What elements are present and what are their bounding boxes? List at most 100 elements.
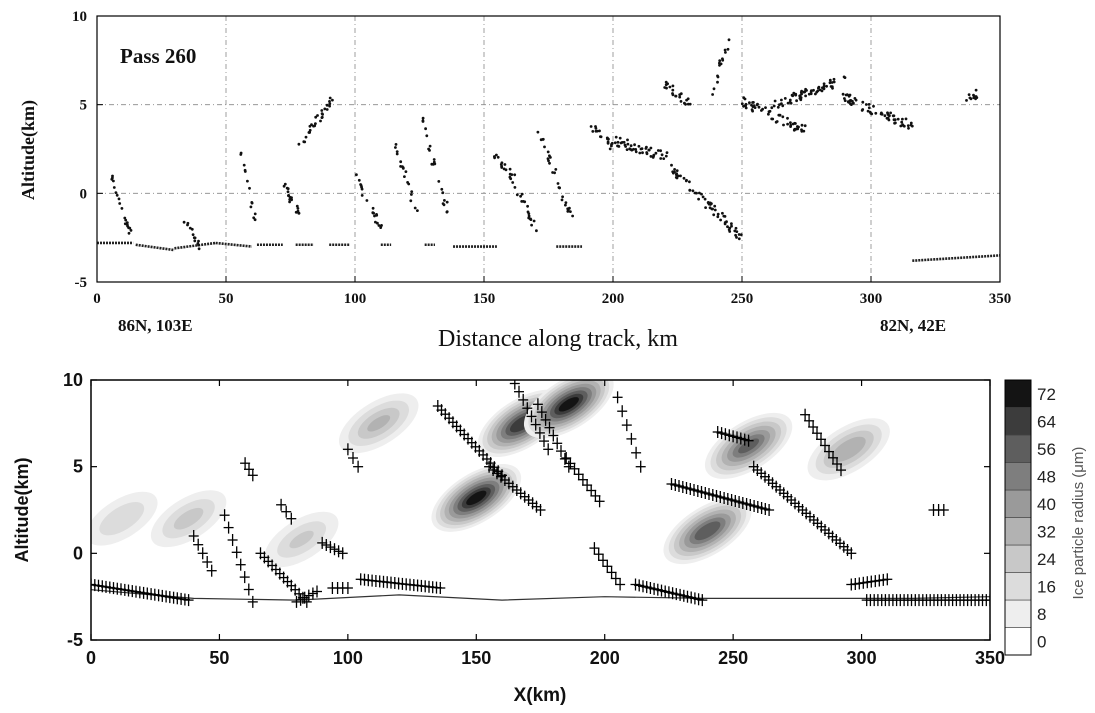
cloud-return-point (778, 103, 781, 107)
cloud-return-point (701, 195, 705, 199)
top-plot-area (97, 16, 1000, 282)
cloud-return-point (709, 203, 712, 206)
cloud-return-point (708, 206, 712, 210)
cloud-return-point (323, 107, 327, 111)
cloud-return-point (445, 210, 449, 214)
cloud-return-point (716, 75, 720, 79)
cloud-return-point (674, 176, 678, 179)
cloud-return-point (906, 124, 910, 127)
cloud-return-point (789, 123, 793, 127)
cloud-return-point (287, 194, 291, 197)
cloud-return-point (718, 61, 721, 65)
bottom-y-tick-label: -5 (67, 630, 83, 650)
cloud-return-point (629, 144, 633, 148)
cloud-return-point (527, 216, 531, 220)
cloud-return-point (425, 134, 429, 138)
cloud-return-point (569, 210, 572, 214)
cloud-return-point (290, 198, 293, 202)
cloud-return-point (395, 152, 399, 156)
cloud-return-point (744, 106, 748, 110)
cloud-return-point (360, 185, 363, 189)
cloud-return-point (788, 98, 792, 102)
cloud-return-point (664, 154, 668, 158)
cloud-return-point (750, 108, 754, 112)
cloud-return-point (546, 150, 550, 154)
cloud-return-point (129, 229, 133, 232)
top-x-tick-label: 300 (860, 291, 883, 307)
cloud-return-point (637, 144, 641, 148)
cloud-return-point (743, 97, 747, 101)
bottom-x-tick-label: 50 (209, 648, 229, 668)
cloud-return-point (703, 197, 707, 201)
top-surface-returns (97, 241, 1001, 263)
cloud-return-point (675, 169, 679, 173)
cloud-return-point (308, 124, 312, 128)
cloud-return-point (894, 121, 897, 125)
cloud-return-point (304, 135, 308, 139)
top-x-tick-label: 200 (602, 291, 625, 307)
cloud-return-point (645, 152, 649, 156)
cloud-return-point (511, 181, 515, 184)
cloud-return-point (972, 93, 975, 97)
cloud-return-point (595, 129, 599, 133)
cloud-return-point (713, 208, 717, 212)
cloud-return-point (500, 161, 504, 165)
cloud-return-point (843, 99, 847, 102)
cloud-return-point (508, 167, 512, 171)
bottom-y-tick-label: 10 (63, 370, 83, 390)
cloud-return-point (822, 82, 826, 86)
cloud-return-point (432, 158, 436, 161)
cloud-return-point (742, 104, 745, 108)
colorbar-tick-label: 0 (1037, 632, 1046, 651)
cloud-return-point (535, 229, 538, 233)
cloud-return-point (527, 212, 531, 216)
cloud-return-point (372, 211, 375, 215)
cloud-return-point (794, 127, 797, 131)
cloud-return-point (761, 107, 764, 111)
cloud-return-point (190, 227, 194, 231)
cloud-return-point (639, 147, 643, 151)
cloud-return-point (821, 86, 824, 90)
top-y-tick-label: 5 (80, 98, 88, 114)
contour-level (99, 502, 145, 536)
cloud-return-point (428, 149, 431, 152)
cloud-return-point (796, 127, 800, 131)
cloud-return-point (375, 213, 379, 217)
cloud-return-point (319, 119, 322, 123)
cloud-return-point (127, 231, 131, 235)
cloud-return-point (365, 199, 369, 202)
cloud-return-point (722, 214, 726, 218)
contour-level (466, 490, 487, 506)
colorbar-swatch (1004, 379, 1032, 408)
cloud-return-point (357, 178, 361, 182)
cloud-return-point (899, 124, 903, 128)
cloud-return-point (633, 143, 636, 147)
cloud-return-point (193, 239, 197, 243)
cloud-return-point (844, 93, 848, 97)
cloud-return-point (818, 88, 822, 92)
top-cloud-returns (110, 38, 979, 251)
cloud-return-point (727, 38, 731, 42)
cloud-return-point (647, 148, 651, 152)
cloud-return-point (688, 188, 692, 192)
cloud-return-point (421, 116, 425, 120)
colorbar-tick-label: 8 (1037, 605, 1046, 624)
top-y-tick-label: 0 (80, 186, 88, 202)
cloud-return-point (794, 92, 798, 96)
cloud-return-point (656, 149, 660, 152)
cloud-return-point (617, 144, 620, 148)
cloud-return-point (314, 122, 317, 125)
cloud-return-point (594, 126, 598, 130)
cloud-return-point (539, 138, 543, 142)
cloud-return-point (320, 115, 324, 119)
cloud-return-point (373, 214, 376, 218)
cloud-return-point (735, 236, 738, 239)
cloud-return-point (803, 90, 807, 93)
cloud-return-point (112, 186, 116, 189)
bottom-x-tick-label: 150 (461, 648, 491, 668)
cloud-return-point (128, 226, 132, 230)
cloud-return-point (799, 96, 802, 100)
cloud-return-point (698, 191, 701, 195)
